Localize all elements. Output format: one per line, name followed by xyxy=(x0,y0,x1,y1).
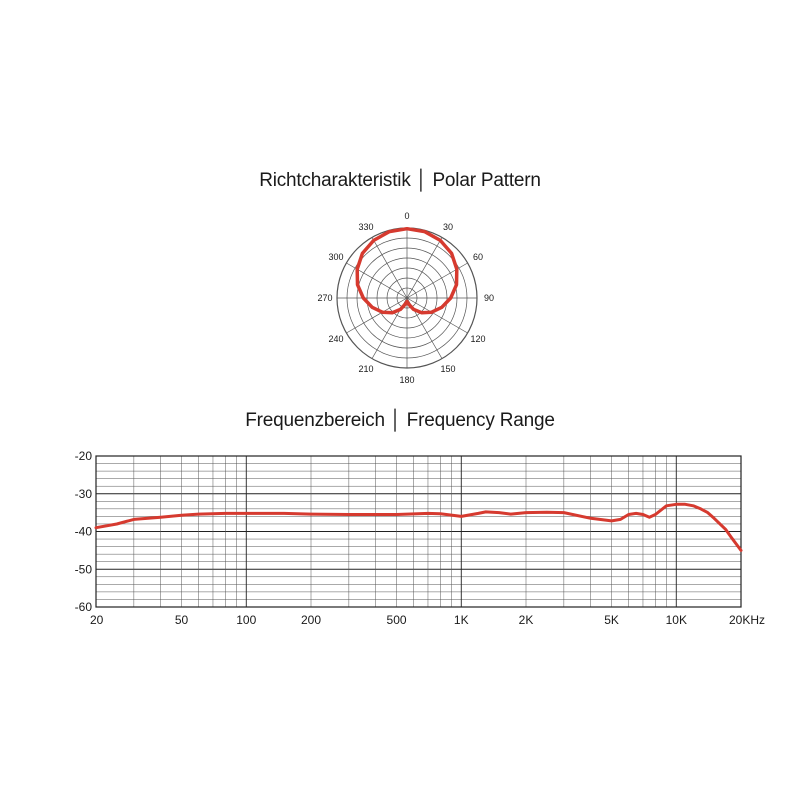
polar-angle-label: 180 xyxy=(399,375,414,385)
plot-frame xyxy=(95,455,742,608)
x-tick-label: 50 xyxy=(175,613,189,627)
y-tick-label: -20 xyxy=(75,449,93,463)
polar-angle-label: 300 xyxy=(328,252,343,262)
x-tick-label: 2K xyxy=(519,613,534,627)
y-tick-label: -60 xyxy=(75,600,93,614)
polar-spoke xyxy=(346,297,408,334)
y-tick-label: -30 xyxy=(75,487,93,501)
polar-angle-label: 270 xyxy=(317,293,332,303)
x-tick-label: 5K xyxy=(604,613,619,627)
x-tick-label: 20 xyxy=(90,613,104,627)
polar-angle-label: 210 xyxy=(358,364,373,374)
y-tick-label: -50 xyxy=(75,562,93,576)
polar-spoke xyxy=(406,297,468,334)
polar-pattern-curve xyxy=(355,226,459,315)
x-tick-label: 20KHz xyxy=(729,613,765,627)
frequency-grid xyxy=(95,455,742,608)
x-tick-label: 100 xyxy=(236,613,256,627)
y-tick-label: -40 xyxy=(75,525,93,539)
polar-spoke xyxy=(371,237,408,299)
polar-angle-label: 330 xyxy=(358,222,373,232)
polar-angle-label: 150 xyxy=(440,364,455,374)
polar-angle-label: 240 xyxy=(328,334,343,344)
frequency-chart-title: Frequenzbereich │ Frequency Range xyxy=(245,410,555,431)
polar-angle-label: 0 xyxy=(404,211,409,221)
polar-spoke xyxy=(406,237,443,299)
x-tick-label: 10K xyxy=(666,613,687,627)
polar-angle-label: 30 xyxy=(443,222,453,232)
polar-angle-label: 120 xyxy=(470,334,485,344)
polar-angle-label: 90 xyxy=(484,293,494,303)
frequency-response-line xyxy=(94,502,743,552)
polar-grid xyxy=(336,227,478,369)
x-tick-label: 200 xyxy=(301,613,321,627)
polar-angle-label: 60 xyxy=(473,252,483,262)
polar-chart-title: Richtcharakteristik │ Polar Pattern xyxy=(259,170,541,191)
x-tick-label: 500 xyxy=(387,613,407,627)
x-tick-label: 1K xyxy=(454,613,469,627)
